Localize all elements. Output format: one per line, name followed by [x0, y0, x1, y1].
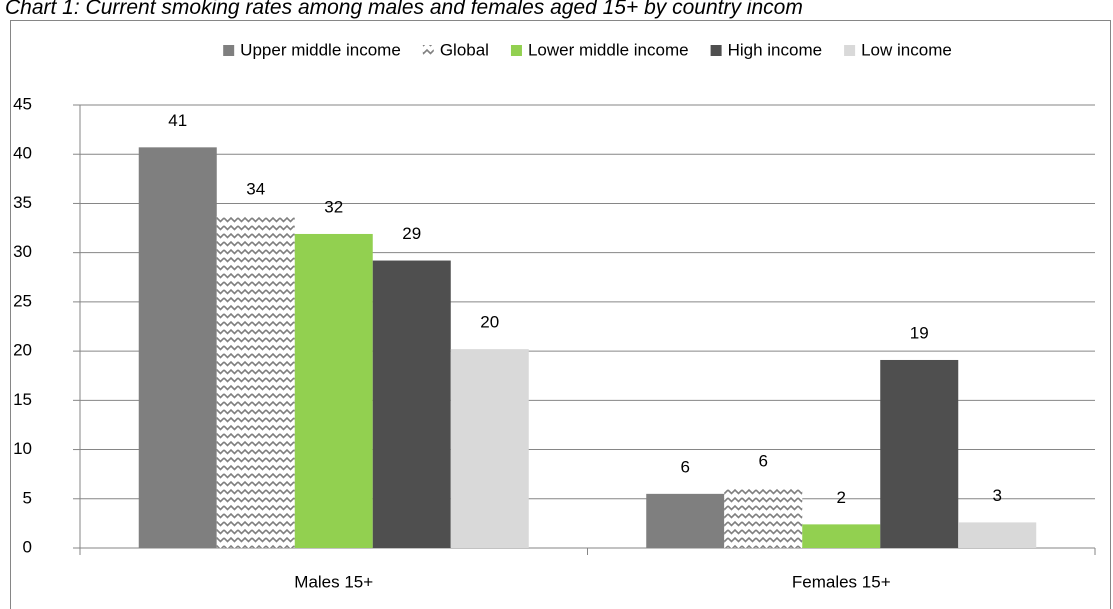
value-label: 34: [246, 180, 265, 199]
x-tick-label: Females 15+: [792, 572, 891, 591]
bar: [880, 359, 959, 548]
y-tick-label: 15: [13, 390, 32, 409]
y-tick-label: 25: [13, 291, 32, 310]
y-tick-label: 45: [13, 94, 32, 113]
x-tick-label: Males 15+: [294, 572, 373, 591]
value-label: 3: [993, 486, 1002, 505]
value-label: 2: [837, 488, 846, 507]
y-tick-label: 35: [13, 193, 32, 212]
y-tick-label: 5: [23, 488, 32, 507]
bar: [450, 349, 529, 548]
value-label: 6: [759, 451, 768, 470]
bar: [138, 147, 217, 548]
legend-label: High income: [728, 40, 823, 59]
value-label: 29: [402, 224, 421, 243]
bar: [294, 233, 373, 548]
legend-swatch: [223, 45, 235, 56]
y-tick-label: 10: [13, 439, 32, 458]
bar: [958, 522, 1037, 548]
bar: [372, 260, 451, 548]
legend-label: Low income: [861, 40, 952, 59]
legend-label: Global: [440, 40, 489, 59]
legend-label: Upper middle income: [240, 40, 401, 59]
bar: [724, 487, 803, 548]
value-label: 41: [168, 111, 187, 130]
legend-swatch: [844, 45, 856, 56]
y-tick-label: 30: [13, 242, 32, 261]
y-tick-label: 20: [13, 341, 32, 360]
value-label: 32: [324, 197, 343, 216]
value-label: 19: [910, 323, 929, 342]
value-label: 20: [480, 313, 499, 332]
y-tick-label: 0: [23, 537, 32, 556]
legend-swatch: [422, 45, 434, 56]
y-tick-label: 40: [13, 144, 32, 163]
legend-swatch: [510, 45, 522, 56]
legend-swatch: [710, 45, 722, 56]
bar: [646, 493, 725, 548]
bar: [216, 216, 295, 548]
value-label: 6: [681, 457, 690, 476]
chart-title: Chart 1: Current smoking rates among mal…: [5, 0, 803, 19]
legend-label: Lower middle income: [528, 40, 689, 59]
bar: [802, 524, 881, 548]
